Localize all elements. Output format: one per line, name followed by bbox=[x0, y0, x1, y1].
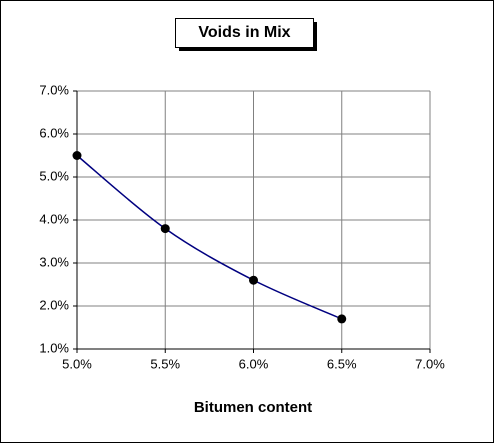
y-tick-label: 7.0% bbox=[39, 82, 69, 97]
x-tick-label: 5.5% bbox=[150, 356, 180, 371]
x-tick-label: 6.0% bbox=[239, 356, 269, 371]
data-point bbox=[337, 314, 347, 324]
x-axis-title: Bitumen content bbox=[194, 399, 312, 416]
x-tick-label: 6.5% bbox=[327, 356, 357, 371]
y-tick-label: 6.0% bbox=[39, 125, 69, 140]
y-tick-label: 5.0% bbox=[39, 168, 69, 183]
data-point bbox=[249, 275, 258, 285]
y-tick-label: 3.0% bbox=[39, 254, 69, 269]
y-tick-label: 1.0% bbox=[39, 340, 69, 355]
data-point bbox=[160, 224, 170, 234]
x-tick-label: 7.0% bbox=[415, 356, 445, 371]
x-tick-label: 5.0% bbox=[62, 356, 92, 371]
y-tick-label: 2.0% bbox=[39, 297, 69, 312]
title-box bbox=[175, 18, 314, 48]
chart-title: Voids in Mix bbox=[198, 24, 290, 41]
data-point bbox=[72, 151, 82, 160]
y-tick-label: 4.0% bbox=[39, 211, 69, 226]
series-line bbox=[76, 154, 343, 320]
